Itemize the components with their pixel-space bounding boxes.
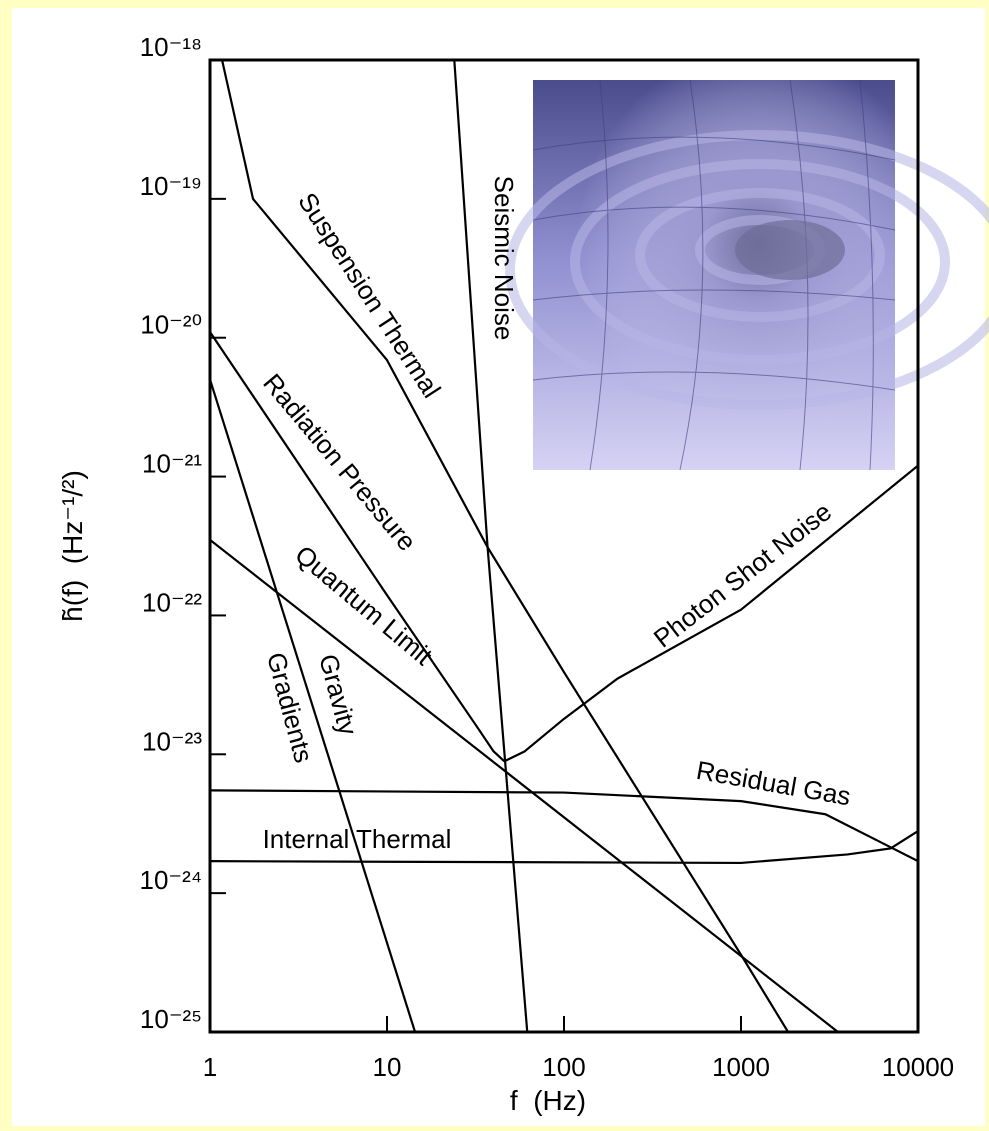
curve-label: Internal Thermal	[263, 824, 452, 854]
x-tick-label: 1000	[712, 1052, 770, 1082]
chart: f (Hz) h̃(f) (Hz⁻¹/²) 10⁻¹⁸ 10⁻¹⁹ 10⁻²⁰ 10⁻…	[0, 0, 989, 1131]
y-tick-label: 10⁻¹⁸	[140, 32, 202, 62]
x-tick-label: 100	[542, 1052, 585, 1082]
curve-label: Seismic Noise	[489, 176, 519, 341]
y-tick-label: 10⁻²⁴	[140, 865, 202, 895]
page: {"chart_data": { "type": "line", "x_labe…	[0, 0, 989, 1131]
y-tick-label: 10⁻²²	[142, 587, 202, 617]
x-tick-label: 10000	[882, 1052, 954, 1082]
x-tick-label: 1	[203, 1052, 217, 1082]
x-tick-label: 10	[373, 1052, 402, 1082]
y-axis-title: h̃(f) (Hz⁻¹/²)	[57, 470, 88, 622]
y-tick-label: 10⁻²¹	[142, 449, 202, 479]
y-tick-label: 10⁻²⁰	[140, 310, 202, 340]
y-tick-label: 10⁻²³	[142, 726, 202, 756]
x-axis-title: f (Hz)	[510, 1085, 586, 1116]
y-tick-label: 10⁻¹⁹	[140, 171, 202, 201]
y-tick-label: 10⁻²⁵	[140, 1004, 202, 1034]
